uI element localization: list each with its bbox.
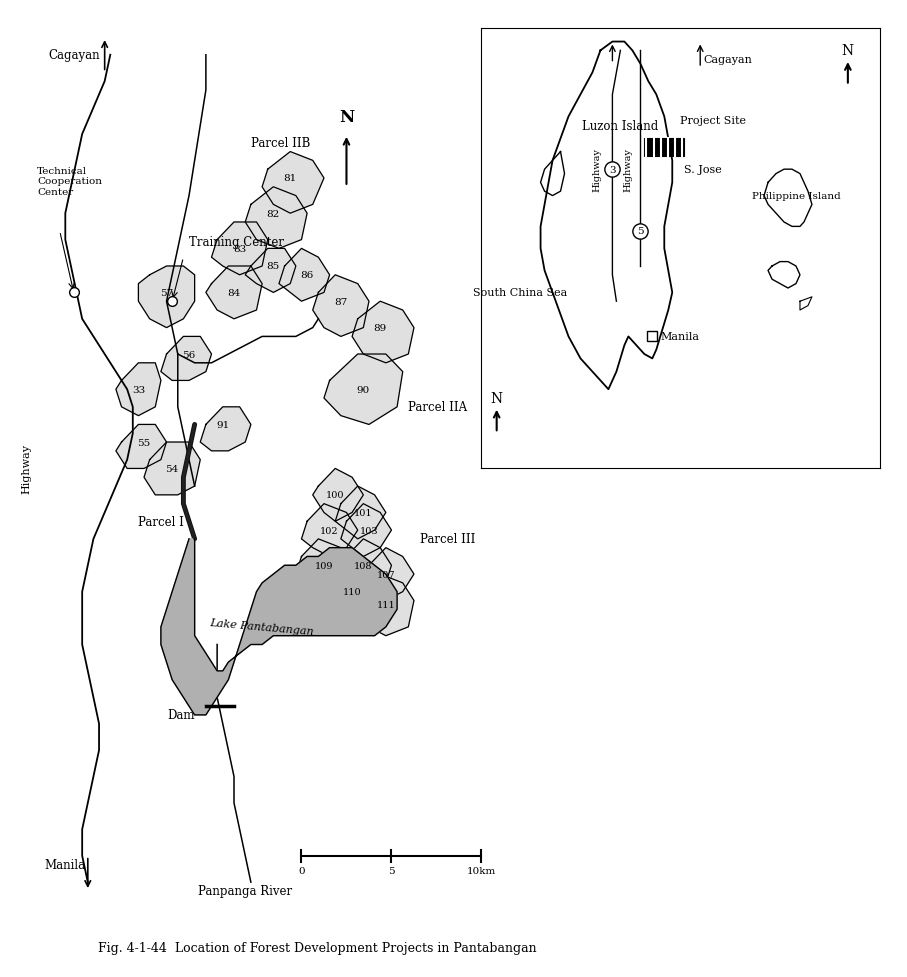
Text: 54: 54 [165,464,179,474]
Text: 10km: 10km [467,867,496,875]
Text: N: N [491,392,502,405]
Text: 111: 111 [376,601,395,610]
Text: Training Center: Training Center [189,236,284,249]
Text: 100: 100 [326,490,345,500]
Text: 84: 84 [228,288,240,298]
Polygon shape [279,249,329,302]
Text: 90: 90 [356,385,370,395]
Text: 55: 55 [137,438,151,447]
Text: 102: 102 [320,526,339,535]
Bar [644,139,684,156]
Polygon shape [341,504,392,557]
Polygon shape [245,249,296,293]
Text: Highway: Highway [592,149,601,191]
Text: Parcel IIB: Parcel IIB [251,137,310,150]
Text: Dam: Dam [167,708,195,722]
Text: 89: 89 [374,323,387,333]
Text: Parcel I: Parcel I [138,515,184,529]
Text: Parcel III: Parcel III [420,532,475,546]
Text: N: N [842,44,853,59]
Polygon shape [313,276,369,337]
Text: N: N [339,109,354,126]
Polygon shape [206,267,262,319]
Text: 81: 81 [284,174,297,184]
Text: 56: 56 [182,350,196,360]
Text: 91: 91 [216,420,229,430]
Polygon shape [262,152,324,214]
Text: South China Sea: South China Sea [473,288,568,298]
Polygon shape [324,566,380,618]
Polygon shape [116,425,167,469]
Polygon shape [296,539,352,592]
Text: 5: 5 [388,867,395,875]
Text: Cagayan: Cagayan [704,55,753,65]
Polygon shape [341,539,392,592]
Text: 86: 86 [300,271,314,280]
Polygon shape [144,443,200,495]
Polygon shape [352,302,414,363]
Text: 85: 85 [267,262,280,272]
Text: Luzon Island: Luzon Island [582,119,658,133]
Text: 107: 107 [376,570,395,579]
Polygon shape [139,267,195,328]
Polygon shape [211,223,268,276]
Text: 87: 87 [334,297,347,307]
Text: 103: 103 [360,526,378,535]
Polygon shape [200,407,251,451]
Text: Cagayan: Cagayan [48,49,100,63]
Polygon shape [357,574,414,636]
Polygon shape [324,355,403,425]
Text: Highway: Highway [21,444,31,494]
Polygon shape [161,337,211,381]
Text: 83: 83 [233,244,247,254]
Polygon shape [116,363,161,416]
Text: 5: 5 [637,227,644,236]
Polygon shape [161,539,397,715]
Text: 33: 33 [132,385,145,395]
Text: 3: 3 [610,165,616,175]
Polygon shape [301,504,357,557]
Text: 0: 0 [298,867,305,875]
Text: Technical
Cooperation
Center: Technical Cooperation Center [37,167,102,196]
Text: 101: 101 [354,508,373,518]
Text: 82: 82 [267,209,280,219]
Polygon shape [336,487,385,539]
Text: Manila: Manila [44,858,86,871]
Text: Manila: Manila [660,332,699,342]
Text: 57: 57 [160,288,173,298]
Text: Fig. 4-1-44  Location of Forest Development Projects in Pantabangan: Fig. 4-1-44 Location of Forest Developme… [98,941,537,955]
Text: 108: 108 [354,561,373,571]
Polygon shape [245,188,307,249]
Text: Project Site: Project Site [680,116,746,126]
Polygon shape [313,469,364,522]
Text: Parcel IIA: Parcel IIA [408,401,467,414]
Text: Philippine Island: Philippine Island [752,191,841,201]
Text: Lake Pantabangan: Lake Pantabangan [210,617,315,637]
Text: Highway: Highway [624,149,633,191]
Text: S. Jose: S. Jose [684,165,722,175]
Polygon shape [364,548,414,601]
Text: 109: 109 [315,561,333,571]
Text: 110: 110 [343,587,361,597]
Text: Panpanga River: Panpanga River [199,884,292,898]
